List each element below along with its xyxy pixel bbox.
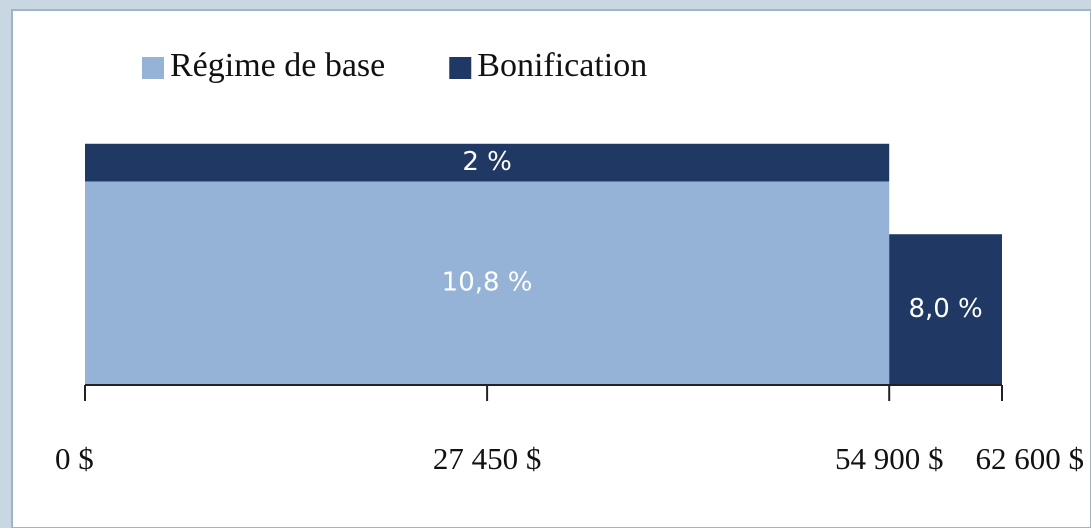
x-tick-label: 0 $: [55, 441, 94, 476]
x-tick-label: 27 450 $: [433, 441, 542, 476]
x-tick-label: 54 900 $: [835, 441, 944, 476]
legend-label: Régime de base: [170, 47, 385, 84]
x-tick-label: 62 600 $: [976, 441, 1085, 476]
legend-swatch: [449, 57, 472, 79]
value-label: 8,0 %: [908, 294, 982, 324]
bar-segment: [85, 181, 890, 385]
value-label: 10,8 %: [442, 268, 533, 298]
legend-swatch: [142, 57, 164, 79]
bar-segment: [85, 143, 890, 182]
bar-segment: [889, 234, 1002, 385]
legend-label: Bonification: [477, 47, 647, 84]
value-label: 2 %: [462, 147, 512, 177]
